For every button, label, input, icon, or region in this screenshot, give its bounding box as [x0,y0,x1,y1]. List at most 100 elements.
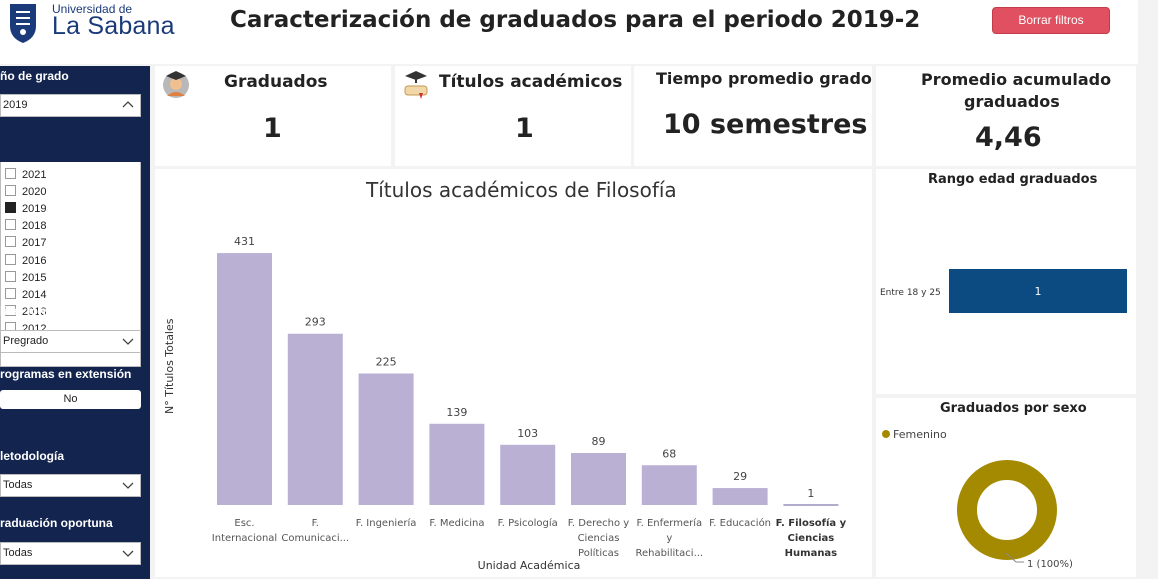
extension-filter-toggle[interactable]: No [0,390,141,409]
kpi-promedio-card: Promedio acumulado graduados 4,46 [876,66,1136,166]
clear-filters-button[interactable]: Borrar filtros [992,7,1110,34]
year-filter-value: 2019 [3,99,28,111]
year-filter-select[interactable]: 2019 [0,94,141,117]
extension-filter-label: rogramas en extensión [0,367,132,381]
donut-slice[interactable] [957,460,1057,560]
category-label: Rehabilitaci... [635,548,703,559]
category-label: Ciencias [788,533,835,544]
bar-value-label: 29 [733,470,747,483]
checkbox-icon[interactable] [5,253,16,265]
level-filter-select[interactable]: Pregrado [0,330,141,353]
kpi-titulos-label: Títulos académicos [439,72,623,92]
category-label: F. Psicología [498,517,558,529]
bar-value-label: 431 [234,235,255,248]
checkbox-icon[interactable] [5,304,16,316]
logo-line1: Universidad de [52,2,133,16]
kpi-titulos-value: 1 [515,113,534,144]
category-label: Políticas [578,547,619,559]
bar[interactable] [429,423,485,505]
kpi-tiempo-label: Tiempo promedio grado [656,69,872,88]
year-option[interactable]: 2013 [5,304,47,319]
kpi-promedio-label-1: Promedio acumulado [921,70,1112,89]
year-option[interactable]: 2016 [5,253,47,268]
category-label: y [666,533,672,544]
chevron-down-icon [122,338,134,345]
bar[interactable] [358,373,414,505]
bar[interactable] [571,452,626,505]
category-label: F. Ingeniería [356,517,417,529]
method-filter-value: Todas [3,479,33,491]
year-option[interactable]: 2020 [5,185,46,199]
age-range-bar-chart: Entre 18 y 25 1 [880,269,1127,313]
bar[interactable] [287,333,343,505]
titulos-chart-title: Títulos académicos de Filosofía [366,178,677,202]
kpi-tiempo-card: Tiempo promedio grado 10 semestres [634,66,872,166]
category-label: Comunicaci... [281,533,349,544]
year-option-label: 2021 [22,169,47,181]
kpi-titulos-card: Títulos académicos 1 [395,66,631,166]
timely-filter-select[interactable]: Todas [0,542,141,565]
kpi-tiempo-value: 10 semestres [663,109,868,140]
age-range-card: Rango edad graduados Entre 18 y 25 1 [876,169,1136,394]
bar-value-label: 1 [807,487,814,500]
category-label: F. Filosofía y [776,517,847,529]
legend-label: Femenino [893,428,947,441]
age-bar-value: 1 [1035,285,1042,298]
year-option[interactable]: 2021 [5,168,46,182]
checkbox-icon[interactable] [5,202,16,214]
age-bar[interactable] [949,269,1127,313]
category-label: F. Enfermería [636,517,702,529]
checkbox-icon[interactable] [5,287,16,299]
bar[interactable] [641,465,697,505]
bar[interactable] [712,488,768,505]
checkbox-icon[interactable] [5,219,16,231]
year-option-label: 2019 [22,203,47,216]
timely-filter-label: raduación oportuna [0,516,113,530]
checkbox-icon[interactable] [5,168,16,179]
year-option-label: 2015 [22,271,47,284]
year-filter-label: ño de grado [0,69,69,83]
year-option[interactable]: 2018 [5,219,46,233]
method-filter-select[interactable]: Todas [0,474,141,497]
year-option[interactable]: 2019 [5,202,46,216]
year-option-label: 2013 [22,305,47,318]
legend-marker [882,430,890,438]
bar-value-label: 103 [517,427,538,440]
year-option[interactable]: 2014 [5,287,47,302]
year-option[interactable]: 2017 [5,236,46,250]
checkbox-icon[interactable] [5,185,16,197]
kpi-promedio-label-2: graduados [964,92,1060,111]
titulos-chart-card: Títulos académicos de Filosofía N° Títul… [155,169,872,577]
leader-line [1005,552,1024,563]
category-label: F. [312,518,319,529]
category-label: Humanas [785,548,838,559]
university-logo: Universidad de La Sabana [8,2,178,44]
category-label: F. Derecho y [568,518,630,529]
donut-data-label: 1 (100%) [1027,559,1073,570]
level-filter-label: livel formación [0,304,85,318]
bar[interactable] [500,444,556,505]
sex-donut-chart: Femenino 1 (100%) [882,428,1073,570]
level-filter-value: Pregrado [3,335,49,347]
year-option-label: 2016 [22,254,47,267]
kpi-promedio-value: 4,46 [975,122,1042,153]
timely-filter-value: Todas [3,547,33,559]
bar-value-label: 68 [662,447,676,460]
year-option[interactable]: 2015 [5,270,47,285]
checkbox-icon[interactable] [5,236,16,248]
y-axis-label: N° Títulos Totales [163,318,176,414]
bar[interactable] [217,253,272,505]
age-category-label: Entre 18 y 25 [880,288,941,298]
sex-chart-title: Graduados por sexo [940,401,1087,416]
sex-chart-card: Graduados por sexo Femenino 1 (100%) [876,398,1136,577]
checkbox-icon[interactable] [5,270,16,282]
method-filter-label: letodología [0,449,64,463]
graduate-avatar-icon [163,71,189,98]
category-label: Esc. [234,518,254,529]
category-label: F. Medicina [429,518,484,529]
bar-value-label: 225 [376,355,397,368]
chevron-up-icon [122,101,134,108]
year-option-label: 2014 [22,288,47,301]
year-option-label: 2018 [22,220,47,233]
